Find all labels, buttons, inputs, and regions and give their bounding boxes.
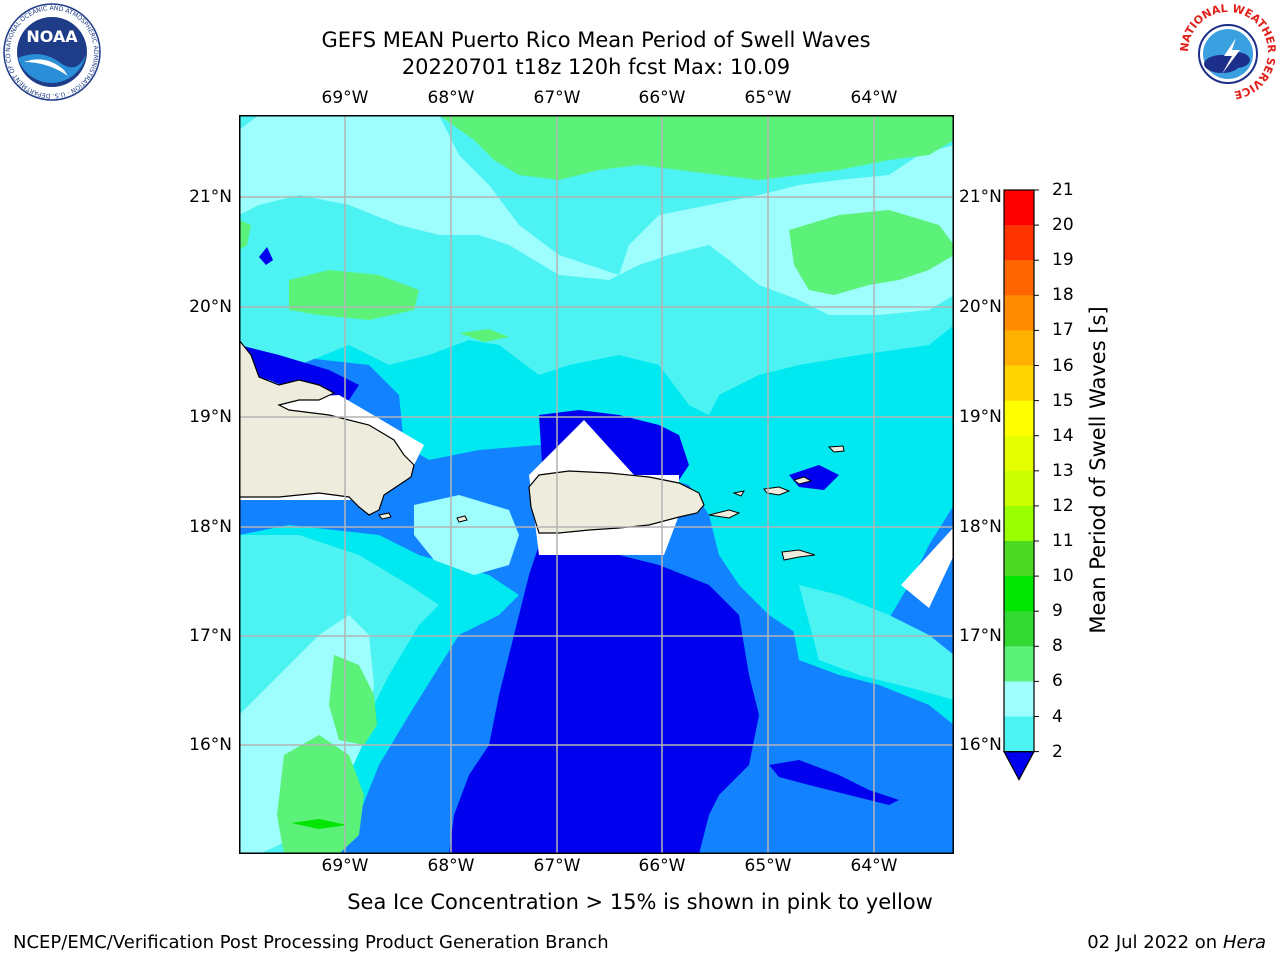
colorbar-segment bbox=[1004, 225, 1034, 261]
nws-logo: NATIONAL WEATHER SERVICE bbox=[1178, 2, 1278, 101]
lat-label-left: 20°N bbox=[189, 297, 232, 317]
lat-label-left: 16°N bbox=[189, 735, 232, 755]
colorbar-tick-label: 10 bbox=[1052, 566, 1074, 587]
colorbar-segment bbox=[1004, 611, 1034, 647]
field-lt2 bbox=[769, 760, 899, 805]
lat-label-right: 18°N bbox=[959, 517, 1002, 537]
field-9-10 bbox=[459, 329, 509, 342]
lon-label-bottom: 69°W bbox=[321, 856, 369, 876]
footer-host: Hera bbox=[1222, 932, 1266, 953]
colorbar-segment bbox=[1004, 260, 1034, 296]
lon-label-bottom: 66°W bbox=[638, 856, 686, 876]
lon-label-top: 66°W bbox=[638, 88, 686, 108]
lon-label-top: 65°W bbox=[744, 88, 792, 108]
noaa-logo: NATIONAL OCEANIC AND ATMOSPHERIC ADMINIS… bbox=[2, 2, 101, 101]
noaa-logo-text: NOAA bbox=[26, 27, 78, 46]
colorbar-segment bbox=[1004, 646, 1034, 682]
colorbar-tick-label: 2 bbox=[1052, 741, 1063, 762]
field-lt2 bbox=[449, 410, 759, 854]
colorbar-tick-label: 11 bbox=[1052, 531, 1074, 551]
colorbar-tick-label: 8 bbox=[1052, 636, 1063, 657]
map-subtitle: 20220701 t18z 120h fcst Max: 10.09 bbox=[401, 55, 791, 79]
colorbar-segment bbox=[1004, 295, 1034, 331]
field-8-9 bbox=[239, 115, 954, 315]
colorbar-segment bbox=[1004, 716, 1034, 753]
colorbar-segment bbox=[1004, 365, 1034, 402]
field-10-11 bbox=[291, 819, 347, 829]
lon-label-top: 64°W bbox=[850, 88, 898, 108]
map-title: GEFS MEAN Puerto Rico Mean Period of Swe… bbox=[321, 28, 871, 52]
field-9-10 bbox=[239, 220, 251, 250]
colorbar-tick-label: 15 bbox=[1052, 390, 1074, 411]
colorbar-segment bbox=[1004, 470, 1034, 507]
colorbar-tick-label: 14 bbox=[1052, 425, 1074, 446]
lon-label-top: 67°W bbox=[533, 88, 581, 108]
lon-label-bottom: 67°W bbox=[533, 856, 581, 876]
lat-label-left: 19°N bbox=[189, 407, 232, 427]
colorbar-title: Mean Period of Swell Waves [s] bbox=[1086, 306, 1110, 634]
colorbar-segment bbox=[1004, 190, 1034, 226]
colorbar-segment bbox=[1004, 330, 1034, 366]
colorbar-extend-arrow bbox=[1002, 751, 1036, 781]
lat-label-right: 17°N bbox=[959, 626, 1002, 646]
colorbar-tick-label: 6 bbox=[1052, 671, 1063, 692]
land-puerto-rico bbox=[528, 470, 705, 534]
lon-label-top: 69°W bbox=[321, 88, 369, 108]
lat-label-left: 17°N bbox=[189, 626, 232, 646]
colorbar-tick-label: 20 bbox=[1052, 215, 1074, 236]
sea-ice-note: Sea Ice Concentration > 15% is shown in … bbox=[347, 890, 933, 914]
colorbar-tick-label: 13 bbox=[1052, 460, 1074, 481]
field-9-10 bbox=[329, 655, 377, 745]
footer-branch: NCEP/EMC/Verification Post Processing Pr… bbox=[13, 932, 609, 953]
colorbar-segment bbox=[1004, 576, 1034, 612]
colorbar-tick-label: 19 bbox=[1052, 250, 1074, 271]
land-hispaniola bbox=[239, 339, 415, 516]
footer-date: 02 Jul 2022 on Hera bbox=[1087, 932, 1266, 953]
map-frame bbox=[239, 115, 954, 854]
colorbar-tick-label: 12 bbox=[1052, 495, 1074, 516]
colorbar-segment bbox=[1004, 505, 1034, 542]
field-lt2 bbox=[239, 345, 359, 400]
colorbar-tick-label: 17 bbox=[1052, 320, 1074, 341]
colorbar-segment bbox=[1004, 681, 1034, 717]
field-lt2 bbox=[259, 247, 273, 265]
colorbar-tick-label: 21 bbox=[1052, 180, 1074, 200]
land-mask bbox=[901, 527, 954, 608]
lat-label-right: 19°N bbox=[959, 407, 1002, 427]
colorbar-tick-label: 16 bbox=[1052, 355, 1074, 376]
lat-label-right: 20°N bbox=[959, 297, 1002, 317]
lat-label-right: 16°N bbox=[959, 735, 1002, 755]
field-9-10 bbox=[789, 210, 954, 295]
colorbar-tick-label: 18 bbox=[1052, 285, 1074, 306]
colorbar-segment bbox=[1004, 400, 1034, 437]
lon-label-top: 68°W bbox=[427, 88, 475, 108]
colorbar bbox=[1002, 189, 1039, 781]
field-8-9 bbox=[414, 495, 519, 575]
lat-lon-grid bbox=[239, 115, 954, 854]
field-6-8 bbox=[799, 585, 954, 700]
land-islands bbox=[378, 445, 845, 561]
swell-period-map bbox=[239, 115, 954, 854]
field-9-10 bbox=[439, 115, 954, 180]
colorbar-tick-label: 9 bbox=[1052, 601, 1063, 622]
colorbar-segment bbox=[1004, 435, 1034, 472]
lon-label-bottom: 65°W bbox=[744, 856, 792, 876]
lon-label-bottom: 64°W bbox=[850, 856, 898, 876]
colorbar-segment bbox=[1004, 541, 1034, 577]
lon-label-bottom: 68°W bbox=[427, 856, 475, 876]
colorbar-tick-label: 4 bbox=[1052, 706, 1063, 727]
lat-label-left: 18°N bbox=[189, 517, 232, 537]
lat-label-right: 21°N bbox=[959, 187, 1002, 207]
lat-label-left: 21°N bbox=[189, 187, 232, 207]
